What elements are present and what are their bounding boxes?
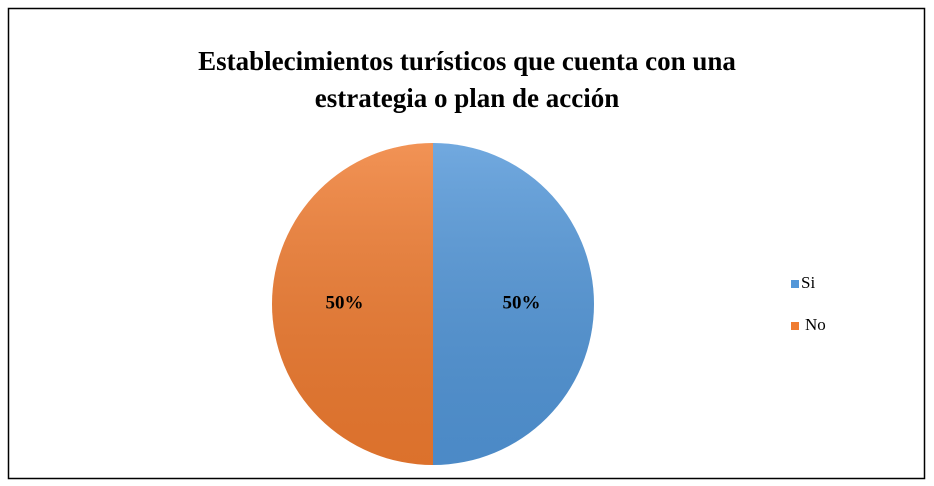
pie-slice-shade	[272, 143, 433, 465]
legend-swatch	[791, 280, 799, 288]
pie-slice-shade	[433, 143, 594, 465]
legend-label: Si	[801, 273, 815, 292]
chart-title: Establecimientos turísticos que cuenta c…	[198, 46, 736, 76]
legend-swatch	[791, 322, 799, 330]
data-label: 50%	[325, 292, 363, 313]
chart-title: estrategia o plan de acción	[315, 83, 619, 113]
data-label: 50%	[503, 292, 541, 313]
legend-label: No	[805, 315, 826, 334]
